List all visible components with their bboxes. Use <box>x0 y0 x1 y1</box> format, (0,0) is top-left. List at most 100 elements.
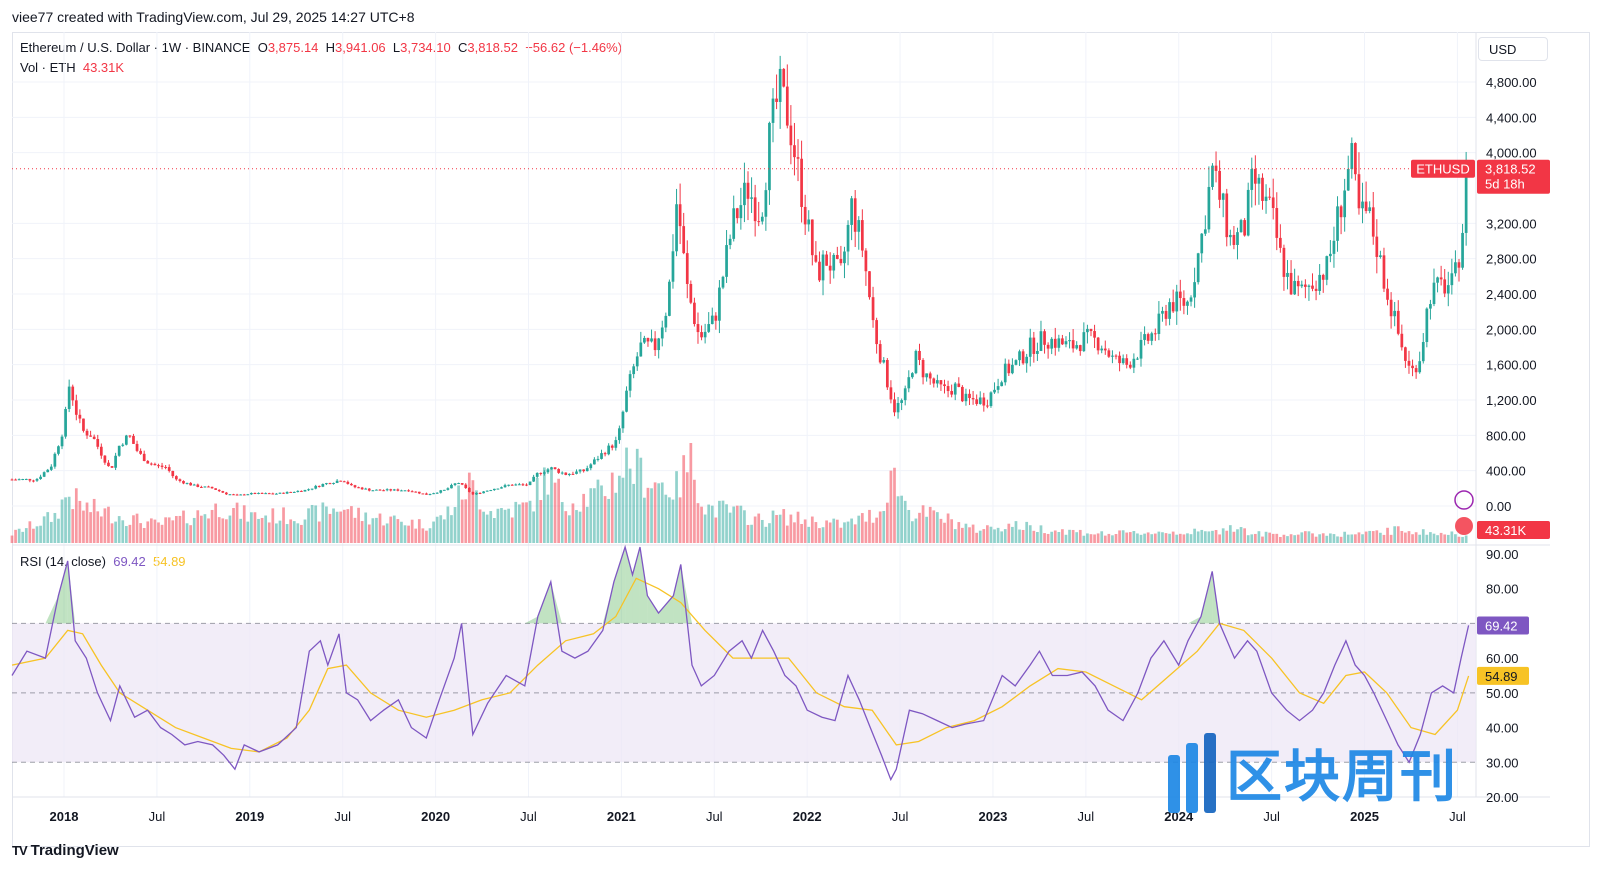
volume-bar <box>1232 531 1236 543</box>
volume-bar <box>1200 529 1204 543</box>
candle-body <box>796 157 800 159</box>
candle-body <box>814 255 818 262</box>
rsi-label[interactable]: RSI (14, close) <box>20 554 106 569</box>
volume-bar <box>539 500 543 543</box>
candle-body <box>1325 256 1329 280</box>
volume-bar <box>128 524 132 543</box>
candle-body <box>939 380 943 385</box>
candle-body <box>53 453 57 467</box>
rsi-value-tag <box>1477 616 1529 635</box>
candle-body <box>103 455 107 463</box>
volume-bar <box>110 523 114 543</box>
candle-body <box>978 397 982 404</box>
candle-body <box>1003 363 1007 383</box>
high-value: 3,941.06 <box>335 40 386 55</box>
volume-bar <box>207 518 210 543</box>
volume-bar <box>910 521 914 543</box>
candle-body <box>1128 364 1132 368</box>
candle-body <box>1257 177 1261 184</box>
volume-bar <box>525 502 528 543</box>
volume-bar <box>821 527 825 543</box>
tradingview-footer[interactable]: TV TradingView <box>12 842 119 859</box>
candle-body <box>392 489 396 491</box>
candle-body <box>496 488 500 490</box>
volume-bar <box>325 506 328 543</box>
rsi-band <box>12 622 1476 763</box>
candle-body <box>114 455 117 468</box>
candle-body <box>1111 355 1114 357</box>
volume-bar <box>1036 532 1039 543</box>
candle-body <box>746 182 750 199</box>
volume-bar <box>646 487 650 543</box>
volume-bar <box>482 511 485 543</box>
volume-bar <box>1164 533 1168 543</box>
volume-bar <box>174 516 178 543</box>
candle-body <box>1307 285 1311 287</box>
candle-body <box>475 492 478 495</box>
volume-bar <box>1257 531 1261 543</box>
volume-bar <box>535 478 539 543</box>
candle-body <box>1078 345 1082 352</box>
time-tick-label: 2022 <box>793 809 822 824</box>
volume-label[interactable]: Vol · ETH <box>20 60 76 75</box>
candle-body <box>1275 208 1279 238</box>
volume-bar <box>814 522 818 543</box>
volume-bar <box>1089 534 1093 543</box>
candle-body <box>1032 337 1036 354</box>
candle-body <box>878 344 882 363</box>
candle-body <box>28 478 32 481</box>
volume-bar <box>1421 529 1425 543</box>
currency-button[interactable]: USD <box>1478 37 1548 61</box>
volume-bar <box>725 504 728 543</box>
volume-bar <box>1211 530 1214 543</box>
volume-bar <box>796 511 800 543</box>
candle-body <box>1464 168 1468 233</box>
candle-body <box>568 473 571 475</box>
volume-bar <box>1132 531 1136 543</box>
volume-bar <box>1125 532 1129 543</box>
rsi-overbought-fill <box>647 595 659 624</box>
candle-body <box>657 338 661 351</box>
volume-bar <box>682 455 686 543</box>
candle-body <box>1043 331 1046 345</box>
volume-bar <box>435 516 439 543</box>
volume-bar <box>835 519 839 543</box>
volume-bar <box>903 500 907 543</box>
volume-bar <box>282 507 285 543</box>
volume-bar <box>1425 534 1429 543</box>
rsi-tick-label: 80.00 <box>1486 582 1519 597</box>
volume-bar <box>582 493 586 543</box>
volume-bar <box>117 516 121 543</box>
volume-bar <box>10 535 14 543</box>
price-legend: Ethereum / U.S. Dollar · 1W · BINANCE O3… <box>20 40 622 55</box>
candle-body <box>1379 255 1382 257</box>
change-value: −56.62 (−1.46%) <box>525 40 623 55</box>
volume-bar <box>114 521 117 543</box>
volume-bar <box>1329 533 1332 543</box>
candle-body <box>564 472 568 475</box>
candle-body <box>1454 262 1457 274</box>
volume-bar <box>839 527 843 543</box>
volume-bar <box>1307 531 1311 543</box>
candle-body <box>921 359 925 378</box>
candle-body <box>675 204 678 252</box>
candle-body <box>32 480 35 482</box>
volume-bar <box>743 510 746 543</box>
time-tick-label: Jul <box>334 809 351 824</box>
rsi-ma-tag <box>1477 666 1529 685</box>
watermark-icon <box>1168 732 1216 813</box>
volume-bar <box>310 504 314 543</box>
volume-bar <box>1128 532 1132 543</box>
volume-bar <box>1139 534 1143 543</box>
candle-body <box>828 265 832 271</box>
candle-body <box>278 492 282 494</box>
rsi-tick-label: 40.00 <box>1486 721 1519 736</box>
volume-bar <box>878 511 882 543</box>
symbol-label[interactable]: Ethereum / U.S. Dollar · 1W · BINANCE <box>20 40 251 55</box>
candle-body <box>853 198 857 232</box>
candle-body <box>560 472 564 474</box>
candle-body <box>250 493 253 495</box>
volume-bar <box>1457 536 1461 543</box>
volume-bar <box>332 508 335 543</box>
